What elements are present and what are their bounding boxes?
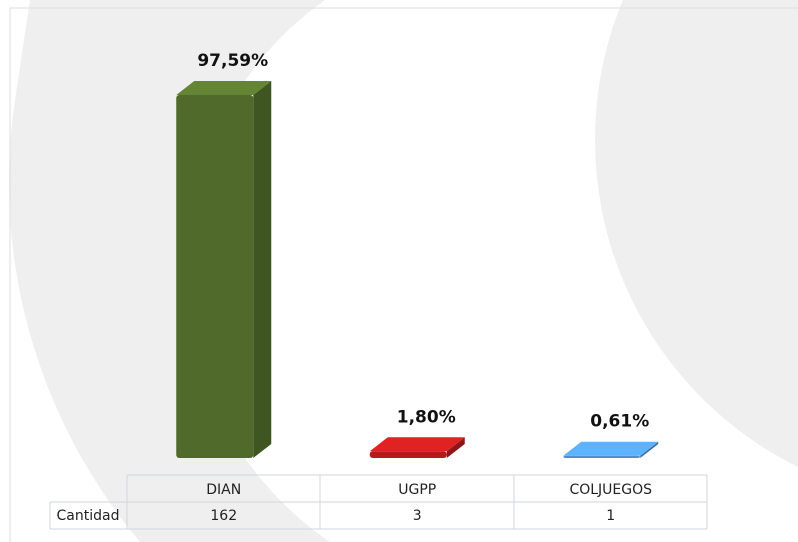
category-label: DIAN [206,482,241,498]
table-cell: 1 [606,508,615,524]
bar-top [176,80,272,95]
bar-side [253,80,272,458]
bar-top [369,437,465,452]
data-table: Cantidad DIAN 162 UGPP 3 COLJUEGOS 1 [49,474,708,530]
data-label: 1,80% [397,407,456,427]
table-cell: 162 [210,508,237,524]
bar [369,451,447,458]
bar-side [640,441,659,458]
category-label: COLJUEGOS [569,482,652,498]
bar [563,455,641,458]
bar-side [446,437,465,458]
plot: 97,59% 1,80% 0,61% [176,51,659,458]
category-label: UGPP [398,482,436,498]
bar-top [563,441,659,456]
row-label: Cantidad [57,508,120,524]
data-label: 97,59% [197,51,268,71]
table-cell: 3 [413,508,422,524]
data-label: 0,61% [590,412,649,432]
bar [176,94,254,458]
